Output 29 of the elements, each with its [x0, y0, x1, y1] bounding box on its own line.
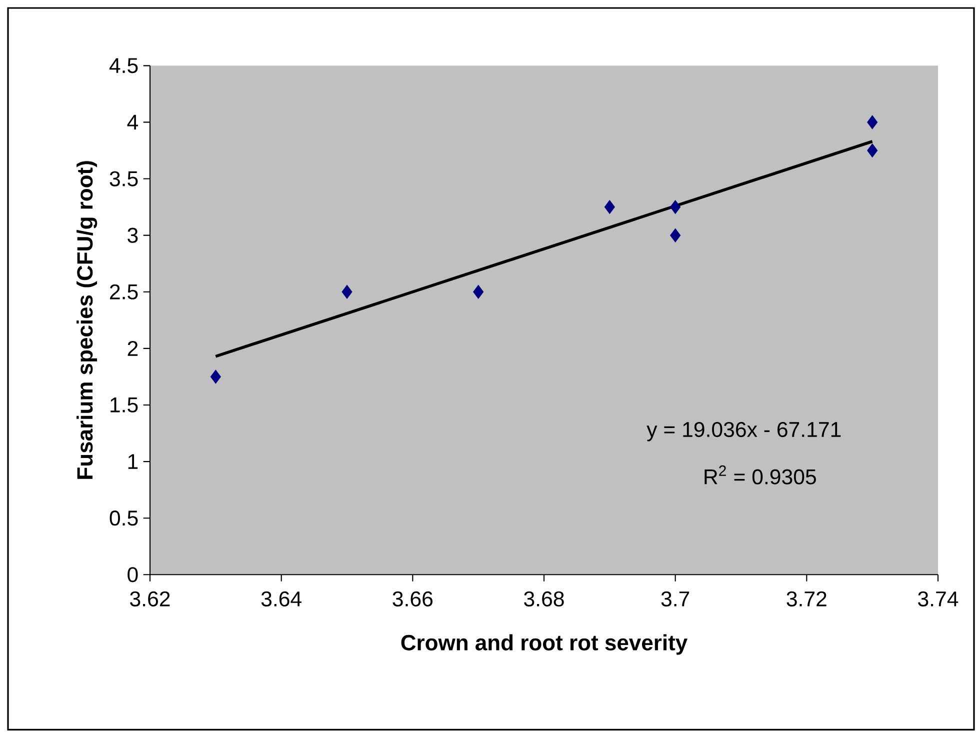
point	[342, 284, 352, 299]
y-tick-label: 0	[128, 567, 138, 582]
annotation: y = 19.036x - 67.171	[646, 422, 841, 442]
y-tick-label: 2	[128, 340, 138, 356]
x-tick-label: 3.74	[918, 591, 958, 606]
x-tick-label: 3.7	[661, 591, 690, 606]
x-axis-title: Crown and root rot severity	[401, 634, 688, 655]
y-tick-label: 1	[128, 454, 138, 469]
y-tick-label: 4.5	[109, 58, 138, 74]
y-tick-label: 1.5	[110, 398, 138, 412]
x-tick-label: 3.66	[392, 591, 432, 606]
y-tick-label: 0.5	[110, 510, 138, 526]
annotation: R$^{2}$ = 0.9305	[704, 465, 816, 484]
x-tick-label: 3.62	[130, 591, 170, 606]
point	[473, 284, 484, 299]
y-tick-label: 4	[127, 114, 138, 130]
point	[867, 144, 878, 158]
point	[867, 115, 878, 130]
point	[604, 200, 615, 214]
y-axis-title: Fusarium species (CFU/g root)	[76, 161, 98, 479]
y-tick-label: 2.5	[110, 284, 138, 300]
x-tick-label: 3.68	[524, 591, 564, 606]
point	[670, 228, 681, 242]
point	[210, 370, 221, 384]
y-tick-label: 3	[128, 228, 138, 243]
point	[670, 200, 681, 214]
y-tick-label: 3.5	[110, 171, 138, 186]
x-tick-label: 3.72	[786, 591, 826, 606]
x-tick-label: 3.64	[261, 591, 302, 606]
